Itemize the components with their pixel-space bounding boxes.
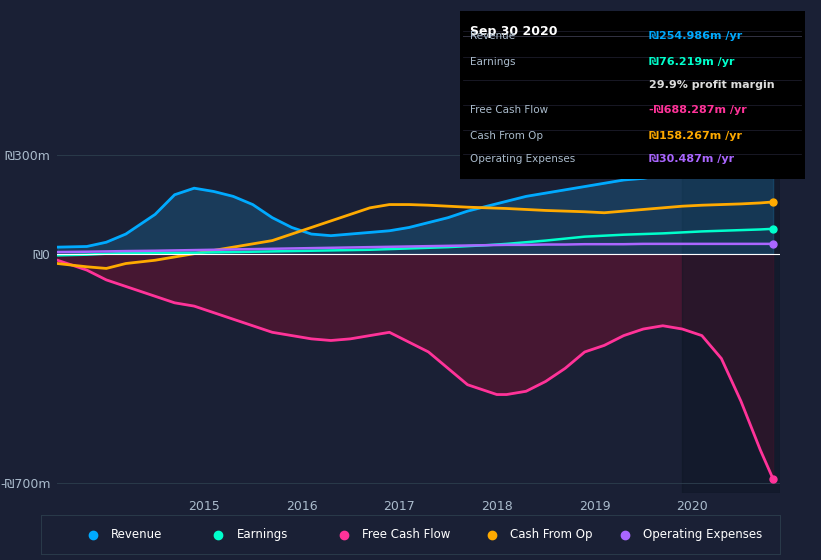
Text: ₪76.219m /yr: ₪76.219m /yr	[649, 57, 735, 67]
Text: Sep 30 2020: Sep 30 2020	[470, 25, 557, 38]
Text: Revenue: Revenue	[112, 528, 163, 542]
Text: Earnings: Earnings	[237, 528, 288, 542]
Text: -₪688.287m /yr: -₪688.287m /yr	[649, 105, 747, 115]
Text: Free Cash Flow: Free Cash Flow	[470, 105, 548, 115]
Text: ₪254.986m /yr: ₪254.986m /yr	[649, 31, 743, 41]
Text: Operating Expenses: Operating Expenses	[470, 154, 576, 164]
Text: Cash From Op: Cash From Op	[470, 130, 544, 141]
Bar	[682, 146, 780, 493]
Text: Operating Expenses: Operating Expenses	[644, 528, 763, 542]
Text: Earnings: Earnings	[470, 57, 516, 67]
Text: ₪30.487m /yr: ₪30.487m /yr	[649, 154, 735, 164]
Text: Free Cash Flow: Free Cash Flow	[363, 528, 451, 542]
Text: Revenue: Revenue	[470, 31, 516, 41]
Text: Cash From Op: Cash From Op	[511, 528, 593, 542]
Text: ₪158.267m /yr: ₪158.267m /yr	[649, 130, 742, 141]
Text: 29.9% profit margin: 29.9% profit margin	[649, 80, 775, 90]
